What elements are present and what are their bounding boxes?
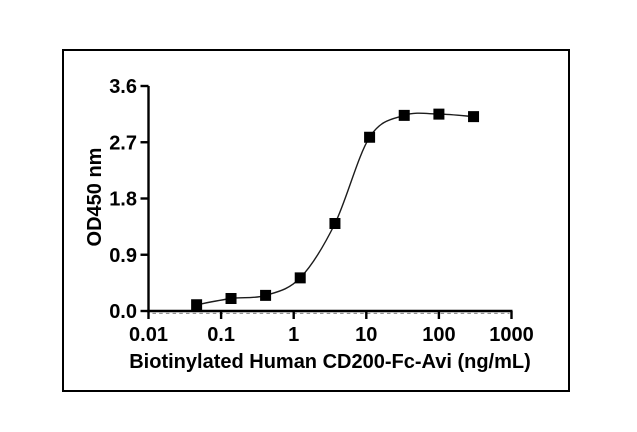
data-point-marker-5 [364, 131, 376, 143]
x-tick-label-1000: 1000 [489, 324, 534, 346]
data-point-marker-4 [329, 218, 341, 229]
fit-curve [196, 112, 474, 306]
chart-render-layer: 0.01 0.1 1 10 100 1000 0.0 0.9 1.8 2.7 3.6 [109, 76, 534, 346]
x-tick-label-0.1: 0.1 [207, 324, 235, 346]
x-tick-label-1: 1 [288, 324, 299, 346]
data-point-marker-8 [468, 111, 480, 123]
x-tick-label-100: 100 [422, 324, 455, 346]
x-axis-title: Biotinylated Human CD200-Fc-Avi (ng/mL) [129, 351, 531, 373]
data-point-marker-2 [260, 289, 272, 301]
y-tick-label-3.6: 3.6 [109, 76, 137, 98]
y-tick-label-0.9: 0.9 [109, 245, 137, 267]
plot-frame [62, 49, 570, 392]
y-tick-label-1.8: 1.8 [109, 189, 137, 211]
data-point-marker-7 [433, 108, 445, 120]
data-point-marker-0 [191, 299, 203, 311]
data-point-marker-1 [225, 293, 237, 304]
x-tick-label-0.01: 0.01 [129, 324, 168, 346]
y-axis-title: OD450 nm [84, 148, 106, 247]
data-point-marker-3 [294, 272, 306, 284]
data-point-marker-6 [398, 109, 410, 121]
y-tick-label-2.7: 2.7 [109, 132, 137, 154]
y-tick-label-0.0: 0.0 [109, 301, 137, 323]
x-tick-label-10: 10 [355, 324, 377, 346]
